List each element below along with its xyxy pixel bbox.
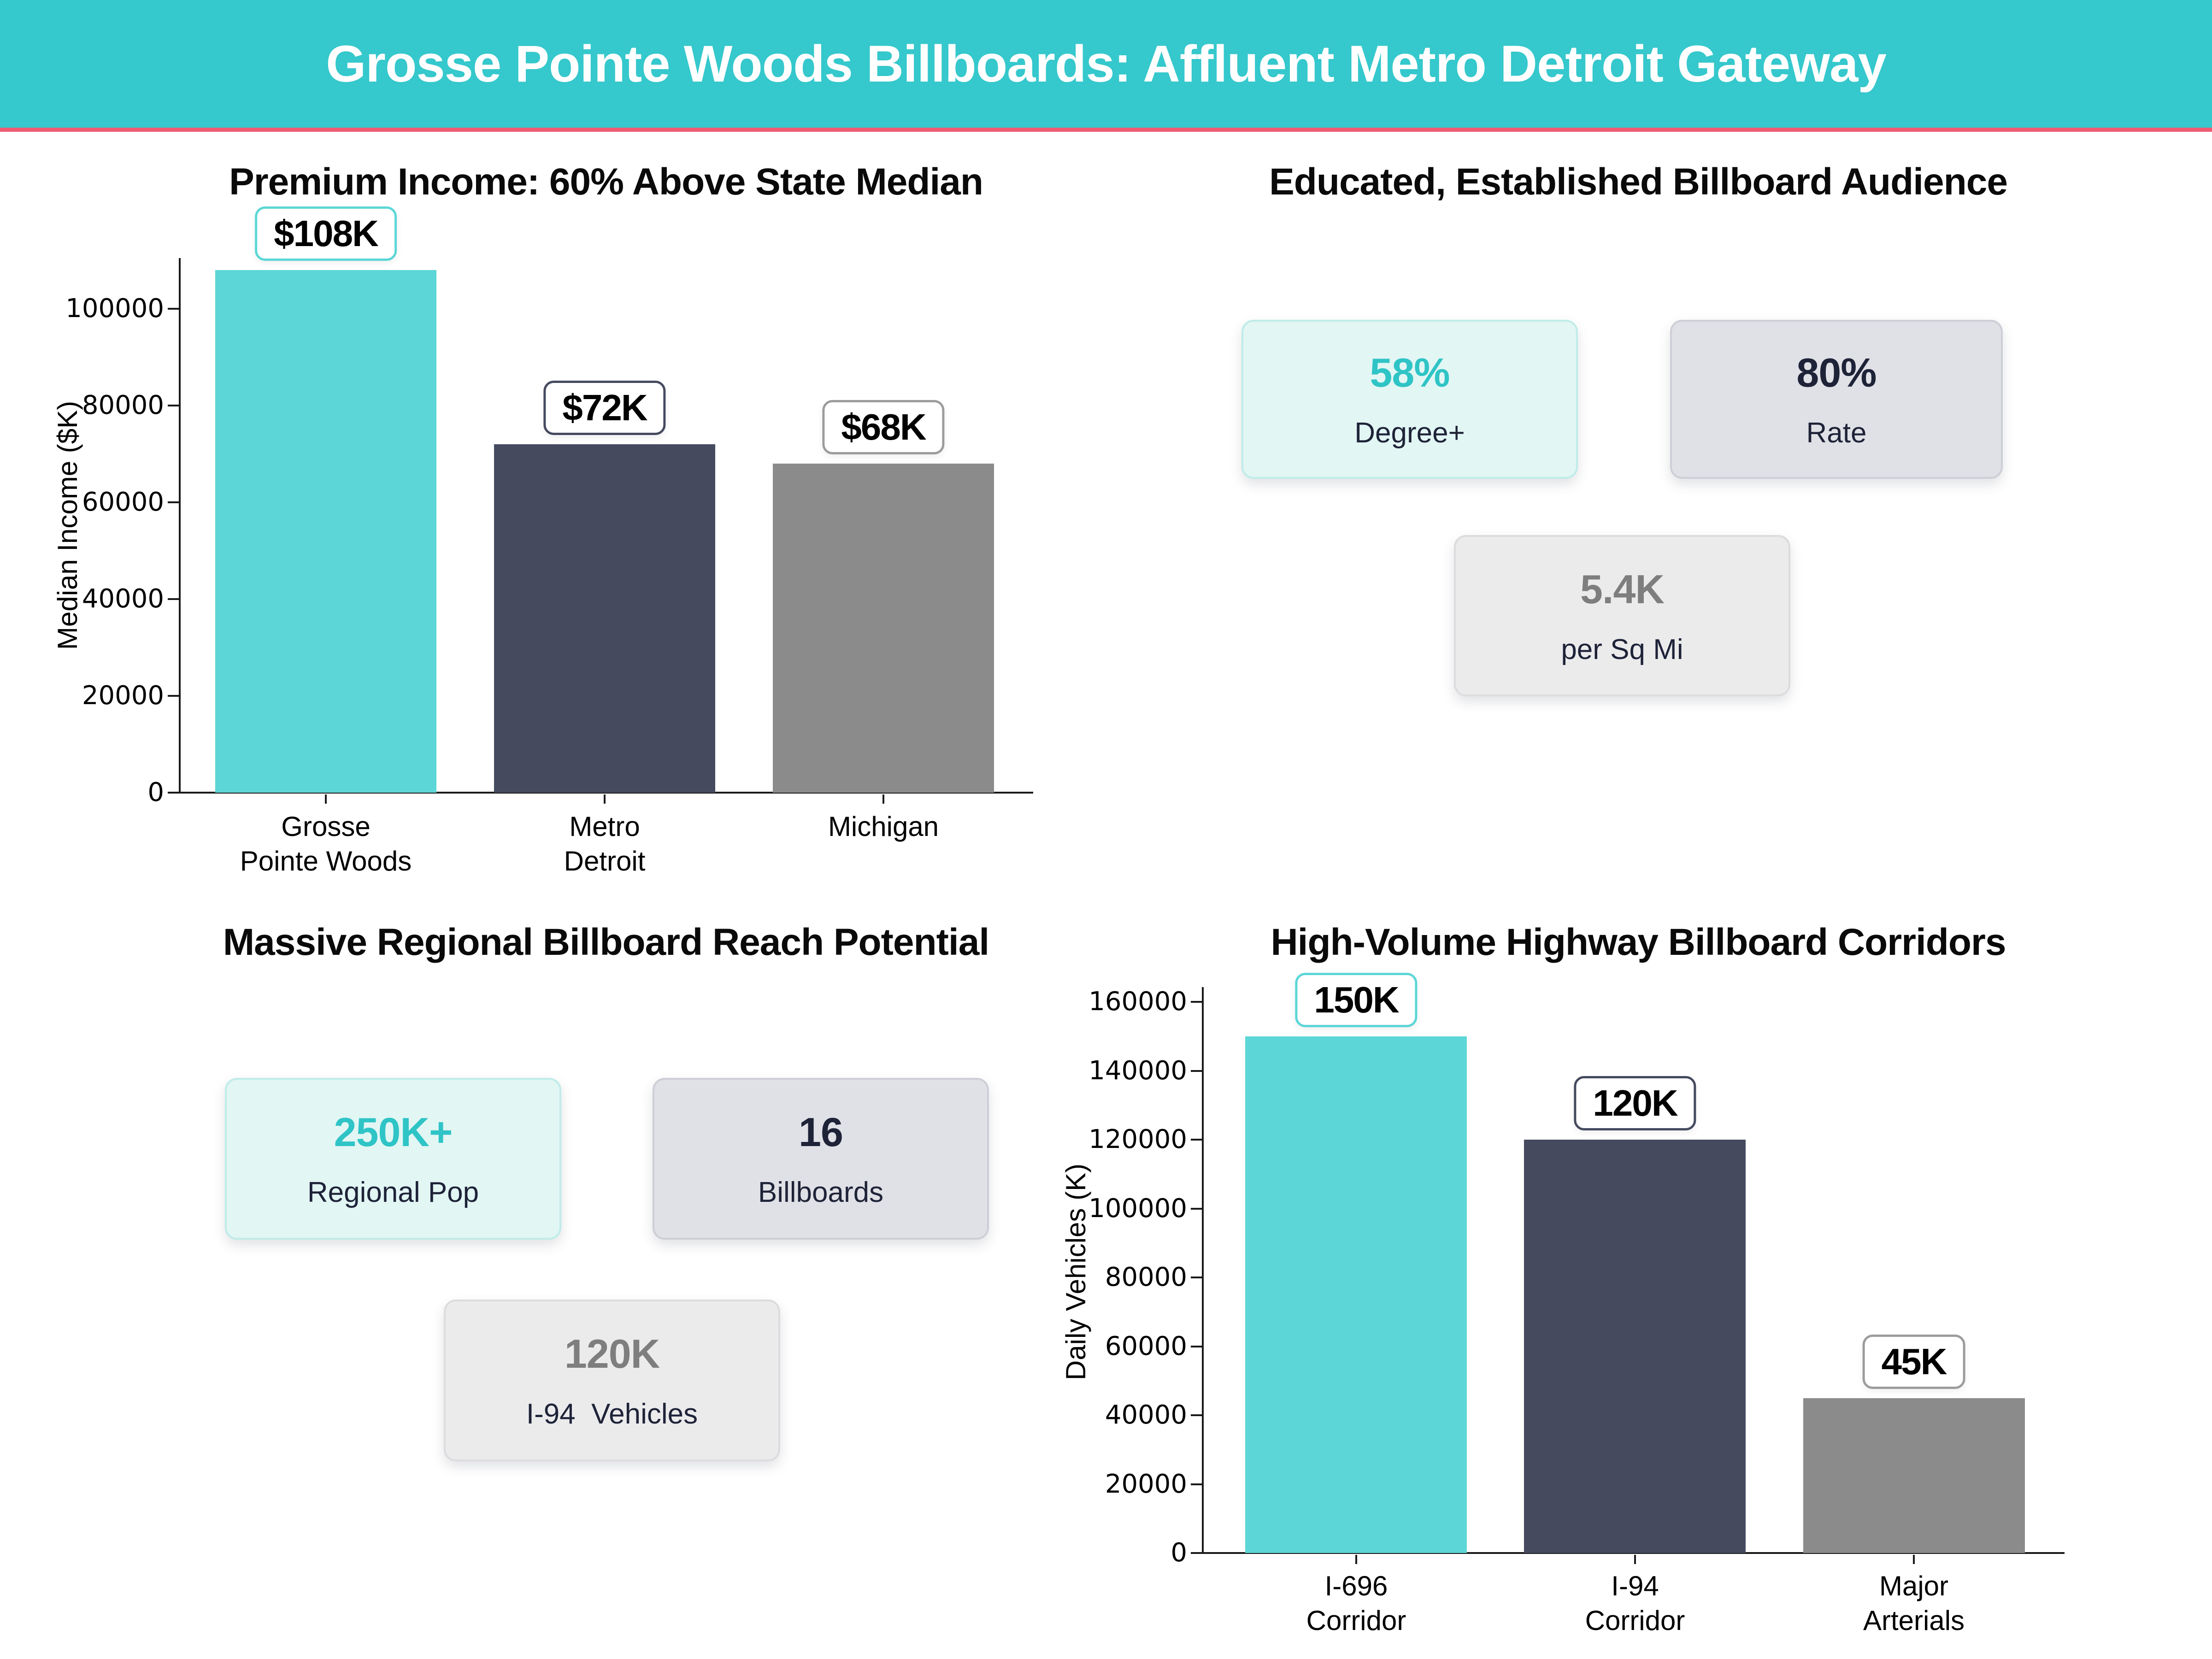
corridors-x-tick-line: Arterials	[1863, 1605, 1965, 1636]
income-bar-metro-detroit	[494, 444, 715, 793]
corridors-y-tick-label: 20000	[1105, 1469, 1187, 1499]
income-x-tick-line: Michigan	[828, 811, 939, 842]
stat-label: Regional Pop	[307, 1177, 479, 1208]
income-x-tick-mark	[604, 794, 606, 804]
income-chart-title: Premium Income: 60% Above State Median	[229, 161, 983, 203]
stat-value: 16	[799, 1109, 843, 1155]
income-y-tick-mark	[168, 598, 179, 600]
corridors-y-tick-mark	[1191, 1346, 1202, 1347]
income-x-tick-mark	[882, 794, 884, 804]
stat-label: Degree+	[1354, 417, 1465, 449]
stat-card-i94-vehicles: 120K I-94 Vehicles	[444, 1300, 780, 1461]
income-y-tick-mark	[168, 792, 179, 794]
audience-panel-title: Educated, Established Billboard Audience	[1269, 161, 2008, 203]
corridors-x-tick-mark	[1913, 1555, 1915, 1564]
corridors-y-tick-mark	[1191, 1277, 1202, 1278]
corridors-bar-value-badge: 45K	[1862, 1335, 1965, 1389]
corridors-x-tick-label: I-696 Corridor	[1306, 1569, 1406, 1638]
corridors-bar-major-arterials	[1803, 1398, 2025, 1553]
income-x-tick-line: Metro	[569, 811, 640, 842]
corridors-bar-i696	[1245, 1036, 1467, 1553]
corridors-x-tick-label: Major Arterials	[1863, 1569, 1965, 1638]
corridors-y-tick-mark	[1191, 1208, 1202, 1210]
corridors-x-tick-line: Major	[1879, 1571, 1949, 1601]
corridors-x-tick-line: Corridor	[1585, 1605, 1685, 1636]
stat-card-rate: 80% Rate	[1670, 320, 2003, 479]
corridors-bar-value-badge: 150K	[1295, 973, 1418, 1027]
header-accent-bar	[0, 128, 2212, 132]
corridors-y-tick-label: 160000	[1088, 987, 1187, 1017]
income-x-tick-mark	[325, 794, 327, 804]
stat-card-degree: 58% Degree+	[1241, 320, 1578, 479]
income-y-tick-label: 60000	[82, 487, 164, 517]
stat-card-billboards: 16 Billboards	[653, 1078, 989, 1240]
header-banner: Grosse Pointe Woods Billboards: Affluent…	[0, 0, 2212, 128]
corridors-y-tick-mark	[1191, 1552, 1202, 1554]
corridors-y-tick-label: 100000	[1088, 1194, 1187, 1224]
corridors-y-tick-label: 120000	[1088, 1124, 1187, 1154]
income-bar-value-badge: $72K	[543, 381, 666, 435]
stat-value: 120K	[564, 1331, 660, 1377]
stat-label: Rate	[1806, 417, 1867, 449]
income-plot-area	[179, 258, 1033, 794]
income-x-tick-line: Grosse	[281, 811, 371, 842]
income-x-tick-label: Metro Detroit	[564, 809, 646, 878]
corridors-x-tick-line: I-94	[1611, 1571, 1659, 1601]
stat-label: I-94 Vehicles	[526, 1398, 698, 1430]
corridors-bar-i94	[1524, 1140, 1746, 1553]
income-y-tick-label: 40000	[82, 584, 164, 614]
income-y-tick-mark	[168, 501, 179, 503]
income-x-tick-label: Michigan	[828, 809, 939, 844]
income-bar-grosse-pointe-woods	[215, 270, 436, 793]
income-y-tick-mark	[168, 405, 179, 406]
corridors-plot-area	[1202, 987, 2065, 1554]
corridors-y-tick-label: 60000	[1105, 1331, 1187, 1361]
income-bar-michigan	[773, 464, 994, 793]
income-bar-value-badge: $68K	[822, 400, 945, 454]
corridors-x-tick-mark	[1634, 1555, 1636, 1564]
stat-label: Billboards	[758, 1177, 884, 1208]
income-y-tick-label: 100000	[65, 294, 164, 324]
stat-card-density: 5.4K per Sq Mi	[1454, 535, 1790, 696]
income-y-tick-mark	[168, 308, 179, 310]
stat-value: 5.4K	[1580, 566, 1665, 612]
income-x-tick-label: Grosse Pointe Woods	[240, 809, 412, 878]
corridors-y-tick-label: 40000	[1105, 1400, 1187, 1430]
stat-card-regional-pop: 250K+ Regional Pop	[225, 1078, 561, 1240]
corridors-y-tick-mark	[1191, 1070, 1202, 1072]
corridors-y-tick-label: 140000	[1088, 1056, 1187, 1086]
corridors-x-tick-label: I-94 Corridor	[1585, 1569, 1685, 1638]
stat-value: 250K+	[334, 1109, 453, 1155]
corridors-x-tick-line: Corridor	[1306, 1605, 1406, 1636]
stat-value: 80%	[1796, 350, 1877, 395]
page-title: Grosse Pointe Woods Billboards: Affluent…	[326, 35, 1886, 93]
corridors-chart-title: High-Volume Highway Billboard Corridors	[1271, 921, 2006, 963]
income-x-tick-line: Detroit	[564, 846, 646, 877]
corridors-y-tick-mark	[1191, 1001, 1202, 1003]
corridors-y-tick-label: 0	[1171, 1538, 1187, 1568]
corridors-y-tick-label: 80000	[1105, 1262, 1187, 1292]
corridors-y-tick-mark	[1191, 1139, 1202, 1141]
reach-panel-title: Massive Regional Billboard Reach Potenti…	[223, 921, 989, 963]
corridors-x-tick-mark	[1355, 1555, 1357, 1564]
income-y-tick-label: 0	[147, 777, 164, 807]
corridors-x-tick-line: I-696	[1324, 1571, 1388, 1601]
stat-label: per Sq Mi	[1561, 633, 1683, 665]
corridors-y-tick-mark	[1191, 1414, 1202, 1416]
stat-value: 58%	[1370, 350, 1450, 395]
income-bar-value-badge: $108K	[255, 206, 397, 261]
income-y-tick-mark	[168, 695, 179, 697]
income-y-tick-label: 80000	[82, 390, 164, 420]
corridors-bar-value-badge: 120K	[1574, 1076, 1696, 1130]
income-x-tick-line: Pointe Woods	[240, 846, 412, 877]
corridors-y-tick-mark	[1191, 1483, 1202, 1485]
income-y-tick-label: 20000	[82, 681, 164, 711]
